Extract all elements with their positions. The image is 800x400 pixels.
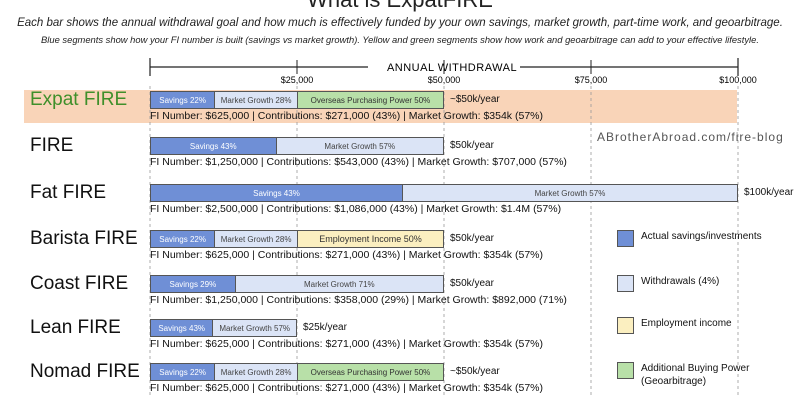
row-fire-info: FI Number: $1,250,000 | Contributions: $… — [150, 156, 567, 168]
axis-title: ANNUAL WITHDRAWAL — [387, 62, 517, 74]
legend-withdrawals-swatch — [617, 275, 634, 292]
row-barista-fire-withdrawal: $50k/year — [450, 233, 494, 244]
row-expat-fire-label: Expat FIRE — [30, 89, 128, 110]
legend-savings: Actual savings/investments — [617, 230, 762, 247]
row-fat-fire-bar: Savings 43% Market Growth 57% — [150, 184, 738, 202]
subtitle-line-2: Blue segments show how your FI number is… — [41, 34, 759, 45]
row-nomad-fire-segment-geo: Overseas Purchasing Power 50% — [296, 364, 443, 380]
row-coast-fire-segment-savings: Savings 29% — [151, 276, 236, 292]
row-lean-fire-info: FI Number: $625,000 | Contributions: $27… — [150, 338, 543, 350]
row-barista-fire-segment-employment: Employment Income 50% — [296, 231, 443, 247]
legend-withdrawals-label: Withdrawals (4%) — [641, 276, 720, 287]
row-barista-fire-info: FI Number: $625,000 | Contributions: $27… — [150, 249, 543, 261]
subtitle-line-1: Each bar shows the annual withdrawal goa… — [17, 17, 783, 29]
tick-label-0: $25,000 — [281, 75, 314, 85]
row-fire-label: FIRE — [30, 135, 74, 156]
row-expat-fire-info: FI Number: $625,000 | Contributions: $27… — [150, 110, 543, 122]
tick-label-3: $100,000 — [719, 75, 757, 85]
row-fire-segment-savings: Savings 43% — [151, 138, 277, 154]
row-lean-fire-bar: Savings 43% Market Growth 57% — [150, 319, 297, 337]
row-fat-fire-segment-market: Market Growth 57% — [402, 185, 737, 201]
row-lean-fire-segment-market: Market Growth 57% — [213, 320, 296, 336]
legend-geoarbitrage-label: Additional Buying Power (Geoarbitrage) — [641, 362, 749, 388]
row-fire-bar: Savings 43% Market Growth 57% — [150, 137, 444, 155]
row-barista-fire-label: Barista FIRE — [30, 228, 138, 249]
row-fat-fire-label: Fat FIRE — [30, 182, 107, 203]
row-fat-fire-info: FI Number: $2,500,000 | Contributions: $… — [150, 203, 562, 215]
row-barista-fire-bar: Savings 22% Market Growth 28% Employment I… — [150, 230, 444, 248]
legend-geo-line-2: (Geoarbitrage) — [641, 376, 707, 387]
row-fat-fire-withdrawal: $100k/year — [744, 187, 794, 198]
legend-geo-line-1: Additional Buying Power — [641, 363, 750, 374]
row-coast-fire-withdrawal: $50k/year — [450, 278, 494, 289]
row-fire-withdrawal: $50k/year — [450, 140, 494, 151]
row-expat-fire-bar: Savings 22% Market Growth 28% Overseas Pur… — [150, 91, 444, 109]
row-nomad-fire-label: Nomad FIRE — [30, 361, 140, 382]
row-barista-fire-segment-savings: Savings 22% — [151, 231, 216, 247]
row-nomad-fire-segment-market: Market Growth 28% — [215, 364, 297, 380]
row-expat-fire-withdrawal: ~$50k/year — [450, 94, 500, 105]
row-expat-fire-segment-geo: Overseas Purchasing Power 50% — [296, 92, 443, 108]
site-credit: ABrotherAbroad.com/fire-blog — [597, 130, 784, 144]
row-coast-fire-segment-market: Market Growth 71% — [235, 276, 443, 292]
tick-label-1: $50,000 — [428, 75, 461, 85]
row-nomad-fire-withdrawal: ~$50k/year — [450, 366, 500, 377]
row-lean-fire-label: Lean FIRE — [30, 317, 121, 338]
row-fat-fire-segment-savings: Savings 43% — [151, 185, 403, 201]
legend-employment-label: Employment income — [641, 318, 732, 329]
row-coast-fire-info: FI Number: $1,250,000 | Contributions: $… — [150, 294, 567, 306]
row-expat-fire-segment-market: Market Growth 28% — [215, 92, 297, 108]
row-barista-fire-segment-market: Market Growth 28% — [215, 231, 297, 247]
row-lean-fire-withdrawal: $25k/year — [303, 322, 347, 333]
row-coast-fire-bar: Savings 29% Market Growth 71% — [150, 275, 444, 293]
legend-withdrawals: Withdrawals (4%) — [617, 275, 719, 292]
row-expat-fire-segment-savings: Savings 22% — [151, 92, 216, 108]
legend-geoarbitrage-swatch — [617, 362, 634, 379]
tick-label-2: $75,000 — [575, 75, 608, 85]
legend-savings-label: Actual savings/investments — [641, 231, 762, 242]
legend-employment: Employment income — [617, 317, 732, 334]
row-fire-segment-market: Market Growth 57% — [276, 138, 443, 154]
row-nomad-fire-info: FI Number: $625,000 | Contributions: $27… — [150, 382, 543, 394]
row-nomad-fire-segment-savings: Savings 22% — [151, 364, 216, 380]
row-coast-fire-label: Coast FIRE — [30, 273, 129, 294]
legend-savings-swatch — [617, 230, 634, 247]
row-nomad-fire-bar: Savings 22% Market Growth 28% Overseas Pur… — [150, 363, 444, 381]
legend-employment-swatch — [617, 317, 634, 334]
legend-geoarbitrage: Additional Buying Power (Geoarbitrage) — [617, 362, 749, 388]
row-lean-fire-segment-savings: Savings 43% — [151, 320, 214, 336]
